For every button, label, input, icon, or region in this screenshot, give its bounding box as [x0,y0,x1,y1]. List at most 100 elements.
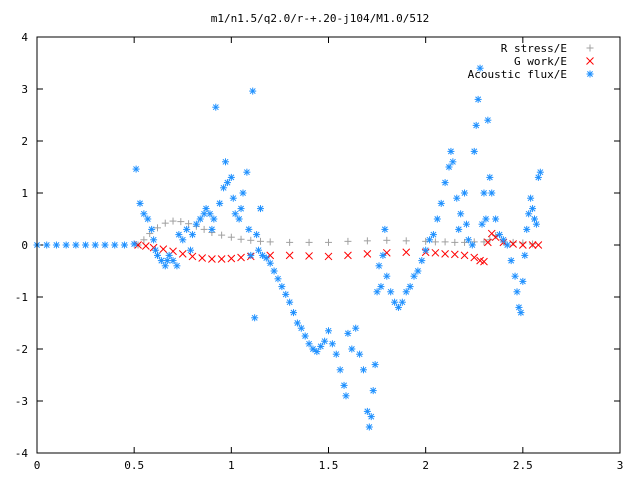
data-point [365,423,373,431]
data-point [511,272,519,280]
legend-label: G work/E [514,55,567,68]
data-point [148,225,156,233]
data-point [309,345,317,353]
legend-marker [586,70,594,78]
data-point [258,251,266,259]
data-point [476,64,484,72]
data-point [348,345,356,353]
data-point [218,231,226,239]
data-point [441,249,449,258]
data-point [387,288,395,296]
data-point [503,241,511,249]
data-point [52,241,60,249]
data-point [431,248,440,257]
y-tick-label: 3 [21,83,28,96]
data-point [208,225,216,233]
data-point [227,254,236,263]
data-point [293,319,301,327]
x-tick-label: 3 [617,459,624,472]
data-point [529,240,537,248]
data-point [140,236,148,244]
data-point [235,215,243,223]
data-point [461,189,469,197]
data-point [188,252,197,261]
data-point [528,241,537,249]
data-point [418,257,426,265]
data-point [120,241,128,249]
data-point [527,194,535,202]
data-point [484,116,492,124]
data-point [140,210,148,218]
data-point [509,240,517,248]
data-point [344,251,352,260]
data-point [486,173,494,181]
data-point [532,220,540,228]
data-point [383,236,391,244]
data-point [373,288,381,296]
data-point [243,168,251,176]
data-point [321,337,329,345]
data-point [101,241,109,249]
data-point [342,392,350,400]
data-point [208,255,216,263]
data-point [175,231,183,239]
data-point [464,236,472,244]
data-point [130,240,138,248]
data-point [332,350,340,358]
data-point [480,189,488,197]
data-point [507,257,515,265]
data-point [324,252,333,261]
data-point [422,246,430,254]
data-point [371,361,379,369]
data-point [290,309,298,317]
data-point [536,168,544,176]
data-point [519,277,527,285]
data-point [132,165,140,173]
series-layer [33,64,544,431]
data-point [451,238,459,246]
series-r-stress-e [134,217,537,249]
data-point [398,298,406,306]
x-tick-label: 1.5 [319,459,339,472]
data-point [363,407,371,415]
data-point [383,272,391,280]
data-point [111,241,119,249]
data-point [359,366,367,374]
data-point [488,189,496,197]
data-point [153,224,161,232]
y-tick-label: 2 [21,135,28,148]
data-point [344,237,352,245]
data-point [478,220,486,228]
data-point [530,215,538,223]
data-point [529,205,537,213]
data-point [305,252,313,260]
data-point [457,210,465,218]
data-point [256,237,264,245]
data-point [229,194,237,202]
data-point [379,251,387,259]
data-point [325,327,332,335]
x-tick-label: 0 [34,459,41,472]
data-point [144,215,152,223]
data-point [43,241,51,249]
data-point [249,87,257,95]
data-point [492,215,500,223]
data-point [150,236,158,244]
data-point [480,238,488,246]
data-point [227,173,235,181]
data-point [394,303,402,311]
data-point [266,259,274,267]
y-tick-label: -4 [15,447,29,460]
data-point [447,147,455,155]
y-tick-label: -1 [15,291,28,304]
data-point [141,242,150,250]
data-point [216,199,224,207]
data-point [196,215,204,223]
data-point [402,288,410,296]
data-point [179,236,187,244]
data-point [433,215,441,223]
data-point [455,225,463,233]
y-tick-label: 1 [21,187,28,200]
data-point [509,238,517,246]
